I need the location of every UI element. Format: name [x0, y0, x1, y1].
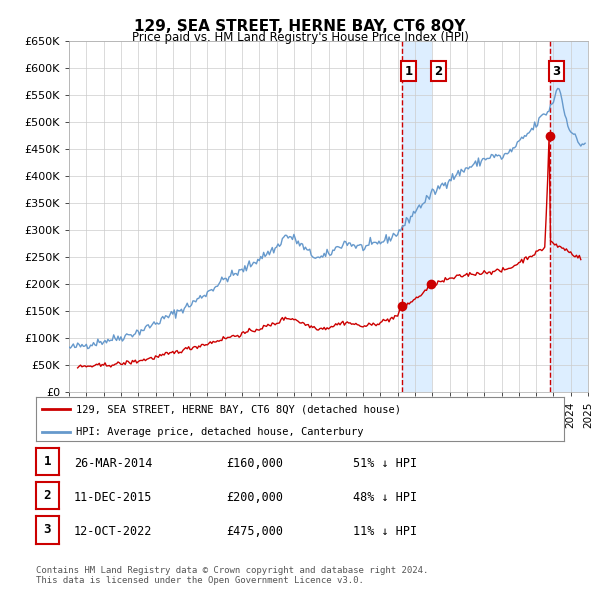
Text: 26-MAR-2014: 26-MAR-2014	[74, 457, 152, 470]
Text: 11-DEC-2015: 11-DEC-2015	[74, 491, 152, 504]
Text: Price paid vs. HM Land Registry's House Price Index (HPI): Price paid vs. HM Land Registry's House …	[131, 31, 469, 44]
Text: 51% ↓ HPI: 51% ↓ HPI	[353, 457, 417, 470]
Bar	[401, 41, 431, 392]
Text: 1: 1	[44, 455, 51, 468]
Text: 129, SEA STREET, HERNE BAY, CT6 8QY: 129, SEA STREET, HERNE BAY, CT6 8QY	[134, 19, 466, 34]
Text: 12-OCT-2022: 12-OCT-2022	[74, 526, 152, 539]
Text: 3: 3	[553, 65, 560, 78]
Text: £200,000: £200,000	[226, 491, 283, 504]
Text: £160,000: £160,000	[226, 457, 283, 470]
Text: £475,000: £475,000	[226, 526, 283, 539]
Text: 2: 2	[44, 489, 51, 502]
Text: 2: 2	[434, 65, 442, 78]
Text: 1: 1	[404, 65, 413, 78]
Text: 3: 3	[44, 523, 51, 536]
Text: 48% ↓ HPI: 48% ↓ HPI	[353, 491, 417, 504]
Text: 129, SEA STREET, HERNE BAY, CT6 8QY (detached house): 129, SEA STREET, HERNE BAY, CT6 8QY (det…	[76, 404, 401, 414]
Text: HPI: Average price, detached house, Canterbury: HPI: Average price, detached house, Cant…	[76, 427, 363, 437]
Text: 11% ↓ HPI: 11% ↓ HPI	[353, 526, 417, 539]
Text: Contains HM Land Registry data © Crown copyright and database right 2024.
This d: Contains HM Land Registry data © Crown c…	[36, 566, 428, 585]
Bar	[550, 41, 588, 392]
